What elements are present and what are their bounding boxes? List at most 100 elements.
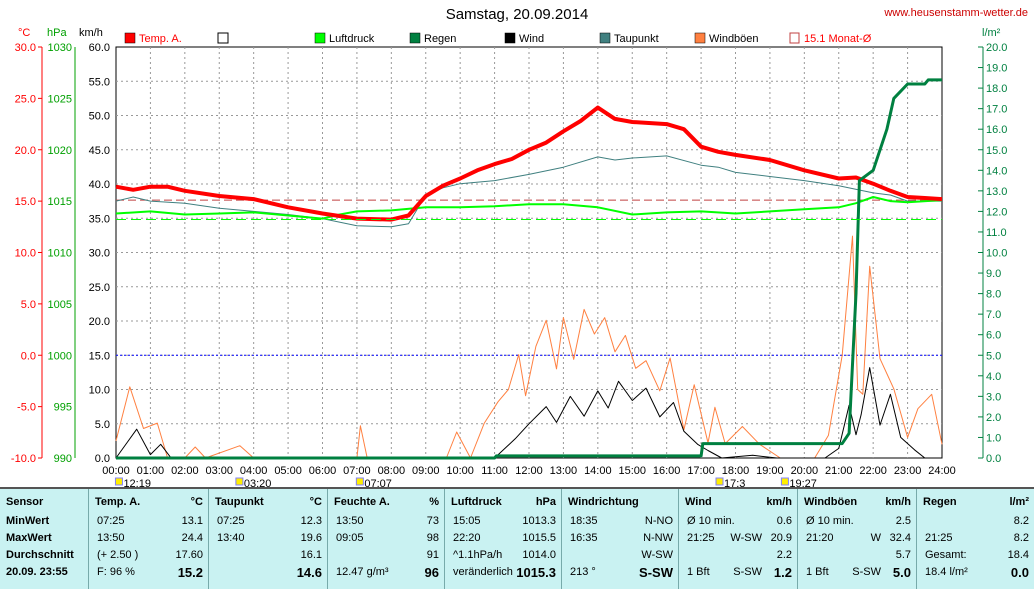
- cell-value: 20.9: [770, 532, 792, 544]
- stats-row: veränderlich 1015.3: [445, 564, 562, 581]
- cell-value: 32.4: [889, 532, 911, 544]
- header-row: Feuchte A.%: [328, 494, 445, 511]
- rain-tick-label: 10.0: [986, 248, 1007, 260]
- sun-marker-label: 03:20: [244, 478, 272, 487]
- cell-value: 96: [424, 565, 439, 580]
- cell-value: N-NW: [643, 532, 673, 544]
- cell-label: 15:05: [453, 515, 481, 527]
- cell-value: 91: [426, 549, 439, 561]
- cell-value: 0.6: [776, 515, 792, 527]
- header-row: Temp. A. °C: [89, 494, 209, 511]
- speed-tick-label: 0.0: [95, 453, 110, 465]
- rain-tick-label: 16.0: [986, 124, 1007, 136]
- cell-label: 07:25: [97, 515, 125, 527]
- x-tick-label: 13:00: [550, 465, 578, 477]
- site-url[interactable]: www.heusenstamm-wetter.de: [884, 7, 1028, 19]
- header-row: Windrichtung: [562, 494, 679, 511]
- stats-column: Windrichtung 18:35 N-NO 16:35 N-NW W-SW 213 ° S…: [561, 489, 679, 589]
- legend-swatch: [314, 32, 326, 44]
- sun-marker-label: 07:07: [364, 478, 392, 487]
- stats-row: 22:20 1015.5: [445, 530, 562, 547]
- rain-tick-label: 20.0: [986, 42, 1007, 54]
- header-row: Windböen km/h: [798, 494, 917, 511]
- stats-row: 12.47 g/m³ 96: [328, 564, 445, 581]
- stats-row: Durchschnitt: [0, 547, 88, 564]
- temp-tick-label: 30.0: [15, 42, 36, 54]
- cell-label: MinWert: [6, 515, 50, 527]
- stats-row: 18.4 l/m² 0.0: [917, 564, 1034, 581]
- legend-label: Luftdruck: [329, 33, 375, 45]
- stats-row: MinWert: [0, 513, 88, 530]
- header-row: Luftdruck hPa: [445, 494, 562, 511]
- x-tick-label: 04:00: [240, 465, 268, 477]
- pressure-tick-label: 1025: [48, 93, 72, 105]
- column-unit: l/m²: [1009, 496, 1029, 508]
- x-tick-label: 22:00: [859, 465, 887, 477]
- cell-label: 16:35: [570, 532, 598, 544]
- legend-swatch: [599, 32, 611, 44]
- series-layer: [115, 78, 943, 460]
- x-tick-label: 12:00: [515, 465, 543, 477]
- rain-tick-label: 5.0: [986, 350, 1001, 362]
- cell-value: 5.0: [892, 565, 911, 580]
- cell-label: 09:05: [336, 532, 364, 544]
- stats-column: Feuchte A.% 13:50 73 09:05 98 91 12.47 g/m³ 96: [327, 489, 445, 589]
- speed-tick-label: 45.0: [89, 145, 110, 157]
- speed-tick-label: 55.0: [89, 76, 110, 88]
- column-header: Windrichtung: [568, 496, 639, 508]
- legend-label: Temp. A.: [139, 33, 182, 45]
- x-tick-label: 05:00: [274, 465, 302, 477]
- cell-value: 73: [426, 515, 439, 527]
- stats-row: 13:40 19.6: [209, 530, 328, 547]
- grid: [115, 46, 943, 459]
- stats-row: 20.09. 23:55: [0, 564, 88, 581]
- stats-column: Taupunkt °C 07:25 12.3 13:40 19.6 16.1 14.6: [208, 489, 328, 589]
- column-unit: %: [429, 496, 439, 508]
- cell-label: Ø 10 min.: [687, 515, 735, 527]
- cell-value: 16.1: [300, 549, 322, 561]
- stats-row: W-SW: [562, 547, 679, 564]
- rain-tick-label: 2.0: [986, 412, 1001, 424]
- rain-tick-label: 14.0: [986, 165, 1007, 177]
- cell-direction: W-SW: [730, 532, 762, 544]
- stats-column: Regen l/m² 8.2 21:25 8.2 Gesamt: 18.4 18.4 l/m²…: [916, 489, 1034, 589]
- legend-swatch: [694, 32, 706, 44]
- x-tick-label: 01:00: [137, 465, 165, 477]
- cell-label: 21:25: [687, 532, 715, 544]
- stats-row: 1 Bft S-SW 5.0: [798, 564, 917, 581]
- cell-label: 18:35: [570, 515, 598, 527]
- stats-row: 07:25 12.3: [209, 513, 328, 530]
- series-luftdruck: [115, 196, 943, 220]
- pressure-tick-label: 1020: [48, 145, 72, 157]
- stats-row: 21:25 W-SW 20.9: [679, 530, 798, 547]
- x-tick-label: 07:00: [343, 465, 371, 477]
- stats-row: 14.6: [209, 564, 328, 581]
- stats-row: 1 Bft S-SW 1.2: [679, 564, 798, 581]
- legend-label: Windböen: [709, 33, 759, 45]
- speed-tick-label: 10.0: [89, 385, 110, 397]
- stats-row: 5.7: [798, 547, 917, 564]
- legend-swatch: [124, 32, 136, 44]
- column-header: Temp. A.: [95, 496, 141, 508]
- stats-row: 16:35 N-NW: [562, 530, 679, 547]
- rain-tick-label: 0.0: [986, 453, 1001, 465]
- chart-title: Samstag, 20.09.2014: [445, 6, 589, 23]
- legend-label: Wind: [519, 33, 544, 45]
- stats-row: 09:05 98: [328, 530, 445, 547]
- x-tick-label: 09:00: [412, 465, 440, 477]
- x-tick-label: 11:00: [481, 465, 508, 477]
- x-tick-label: 17:00: [687, 465, 715, 477]
- stats-row: 15:05 1013.3: [445, 513, 562, 530]
- x-tick-label: 19:00: [756, 465, 784, 477]
- cell-label: 13:50: [97, 532, 125, 544]
- x-tick-label: 03:00: [205, 465, 233, 477]
- rain-tick-label: 3.0: [986, 391, 1001, 403]
- header-row: Regen l/m²: [917, 494, 1034, 511]
- column-header: Sensor: [6, 496, 44, 508]
- legend-label: Regen: [424, 33, 456, 45]
- cell-label: Durchschnitt: [6, 549, 74, 561]
- stats-row: MaxWert: [0, 530, 88, 547]
- rain-unit-label: l/m²: [982, 27, 1001, 39]
- speed-tick-label: 15.0: [89, 350, 110, 362]
- cell-value: 12.3: [300, 515, 322, 527]
